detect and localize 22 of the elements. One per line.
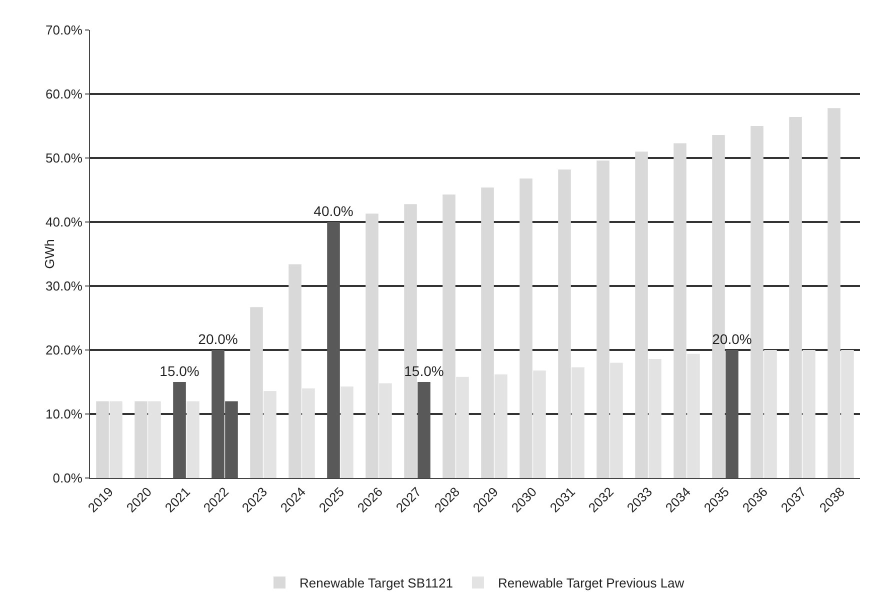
data-label: 40.0% [314,203,354,219]
y-tick-label: 40.0% [46,214,83,230]
y-tick-label: 60.0% [46,86,83,102]
y-tick-label: 0.0% [52,470,83,486]
data-label: 15.0% [404,363,444,379]
bar [418,382,430,478]
data-label: 15.0% [160,363,200,379]
y-tick-label: 20.0% [46,342,83,358]
bar [340,386,354,478]
bar [726,350,738,478]
y-axis-title: GWh [42,239,57,269]
y-tick-label: 70.0% [46,22,83,38]
y-tick-label: 10.0% [46,406,83,422]
bar [327,222,340,478]
bar [173,382,186,478]
y-tick-label: 50.0% [46,150,83,166]
legend-label: Renewable Target Previous Law [498,576,685,591]
data-label: 20.0% [712,331,752,347]
bar [186,401,200,478]
y-tick-label: 30.0% [46,278,83,294]
data-label: 20.0% [198,331,238,347]
legend-label: Renewable Target SB1121 [300,576,453,591]
